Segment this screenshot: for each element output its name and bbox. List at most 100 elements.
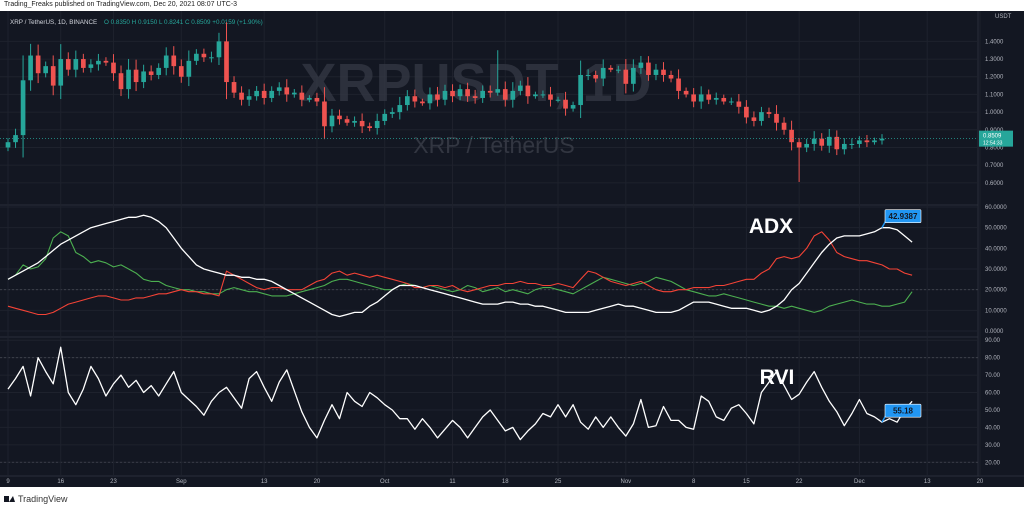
value-callouts: 42.9387 55.18 <box>881 209 922 423</box>
candle-body <box>367 126 372 129</box>
candle-body <box>186 60 192 77</box>
watermark-small: XRP / TetherUS <box>413 132 575 158</box>
candle-body <box>299 92 305 100</box>
adx-tick-label: 30.0000 <box>985 267 1007 273</box>
candle-body <box>389 112 395 114</box>
candle-body <box>50 66 56 86</box>
candle-body <box>111 62 116 74</box>
candle-body <box>88 64 94 68</box>
last-price-value: 0.8509 <box>983 134 1002 140</box>
candle-body <box>872 140 877 143</box>
candle-body <box>216 41 222 58</box>
adx-lines <box>7 214 913 318</box>
symbol-header: XRP / TetherUS, 1D, BINANCE <box>10 19 97 26</box>
candle-body <box>307 97 312 100</box>
adx-tick-label: 0.0000 <box>985 329 1004 335</box>
time-tick-label: 22 <box>796 479 803 485</box>
time-tick-label: Nov <box>620 479 631 485</box>
price-tick-label: 1.0000 <box>985 110 1004 116</box>
candle-body <box>608 67 614 70</box>
candle-body <box>178 66 184 77</box>
candle-body <box>826 136 832 146</box>
rvi-line <box>7 346 913 441</box>
candle-body <box>65 59 71 70</box>
time-tick-label: Dec <box>854 479 865 485</box>
rvi-tick-label: 70.00 <box>985 373 1001 379</box>
candle-body <box>578 74 583 106</box>
candle-body <box>314 97 320 102</box>
candle-body <box>683 90 689 95</box>
adx-red-line <box>7 231 913 316</box>
candle-body <box>254 90 259 97</box>
candle-body <box>548 94 553 100</box>
candle-body <box>721 97 727 102</box>
right-price-axis[interactable]: 1.40001.30001.20001.10001.00000.90000.80… <box>985 39 1007 466</box>
candle-body <box>706 94 712 100</box>
candle-body <box>397 105 403 113</box>
candle-body <box>201 53 207 58</box>
time-tick-label: 20 <box>314 479 321 485</box>
rvi-tick-label: 80.00 <box>985 356 1001 362</box>
price-tick-label: 1.3000 <box>985 57 1004 63</box>
chart-canvas[interactable]: XRP / TetherUS, 1D, BINANCE O 0.8350 H 0… <box>0 11 1024 487</box>
candle-body <box>43 66 49 74</box>
candle-body <box>502 89 508 100</box>
time-tick-label: 9 <box>6 479 10 485</box>
candle-body <box>96 60 101 65</box>
candle-body <box>269 90 275 98</box>
time-tick-label: 16 <box>57 479 64 485</box>
publisher-line: Trading_Freaks published on TradingView.… <box>4 1 238 8</box>
adx-tick-label: 20.0000 <box>985 288 1007 294</box>
candle-body <box>615 69 621 71</box>
candle-body <box>819 138 825 146</box>
candle-body <box>781 122 787 130</box>
time-tick-label: Sep <box>176 479 187 485</box>
rvi-callout-box <box>884 403 922 418</box>
candle-body <box>163 55 169 68</box>
candle-body <box>751 117 757 121</box>
candle-body <box>510 90 516 100</box>
time-tick-label: Oct <box>380 479 390 485</box>
candle-body <box>698 94 704 102</box>
grid-lines <box>0 11 1024 477</box>
candle-body <box>224 41 229 83</box>
candle-body <box>194 53 199 61</box>
time-tick-label: 13 <box>261 479 268 485</box>
time-axis[interactable]: 91623Sep1320Oct111825Nov81522Dec13202022 <box>6 479 1024 485</box>
candle-body <box>404 96 410 106</box>
candle-body <box>337 115 342 120</box>
candle-body <box>374 120 380 129</box>
adx-callout-value: 42.9387 <box>889 212 918 221</box>
candle-body <box>20 80 26 136</box>
rvi-tick-label: 30.00 <box>985 443 1001 449</box>
candle-body <box>811 138 817 144</box>
candle-body <box>713 97 719 100</box>
candle-body <box>231 82 237 93</box>
time-tick-label: 20 <box>977 479 984 485</box>
candle-body <box>359 120 365 127</box>
candle-body <box>239 92 244 100</box>
candle-body <box>849 143 855 145</box>
candle-body <box>291 92 297 95</box>
candle-body <box>555 99 561 101</box>
candle-body <box>540 94 546 96</box>
candle-body <box>585 74 591 76</box>
candle-body <box>563 99 568 109</box>
candle-body <box>284 87 290 95</box>
candle-body <box>133 69 139 83</box>
adx-callout-box <box>884 209 922 223</box>
candle-body <box>668 74 674 79</box>
candle-body <box>246 96 252 100</box>
candle-body <box>382 113 388 121</box>
footer: TradingView <box>4 494 68 504</box>
candle-body <box>736 101 742 107</box>
adx-white-line <box>7 214 913 318</box>
candle-body <box>472 96 478 98</box>
candle-body <box>759 112 764 121</box>
price-tick-label: 0.6000 <box>985 181 1004 187</box>
candle-body <box>58 59 64 86</box>
candle-body <box>766 112 772 114</box>
candle-body <box>35 55 41 74</box>
footer-brand: TradingView <box>18 494 68 504</box>
rvi-label: RVI <box>760 366 795 389</box>
